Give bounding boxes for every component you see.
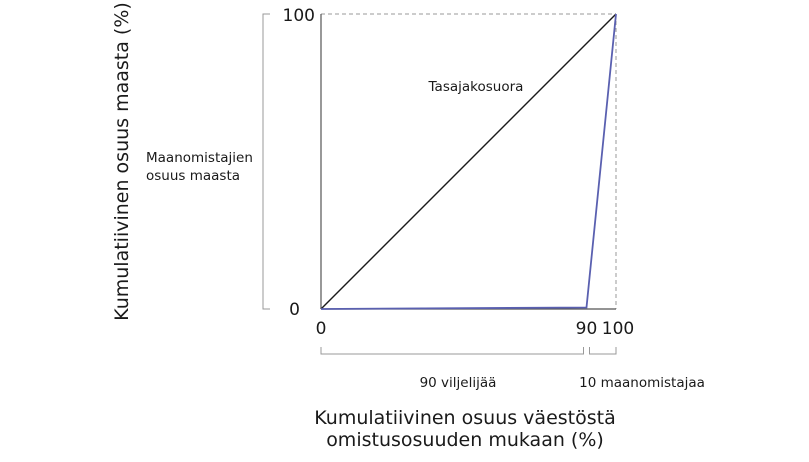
lorenz-curve <box>320 13 617 310</box>
farmers-label: 90 viljelijää <box>420 375 497 391</box>
x-axis-title-line-2: omistusosuuden mukaan (%) <box>326 429 604 451</box>
landowners-bracket <box>589 347 617 355</box>
y-axis-title: Kumulatiivinen osuus maasta (%) <box>111 2 133 321</box>
landowner-share-label-line-2: osuus maasta <box>146 168 240 184</box>
x-tick-label-90: 90 <box>576 319 598 339</box>
x-axis-title-line-1: Kumulatiivinen osuus väestöstä <box>314 407 615 429</box>
landowner-share-bracket <box>262 13 270 310</box>
equality-line <box>320 13 617 310</box>
landowners-label: 10 maanomistajaa <box>579 375 705 391</box>
x-tick-label-0: 0 <box>316 319 327 339</box>
landowner-share-label-line-1: Maanomistajien <box>146 150 253 166</box>
equality-line-label: Tasajakosuora <box>428 79 524 95</box>
y-tick-label-0: 0 <box>289 300 300 320</box>
y-tick-label-100: 100 <box>283 6 315 26</box>
x-tick-label-100: 100 <box>602 319 634 339</box>
farmers-bracket <box>320 347 584 355</box>
